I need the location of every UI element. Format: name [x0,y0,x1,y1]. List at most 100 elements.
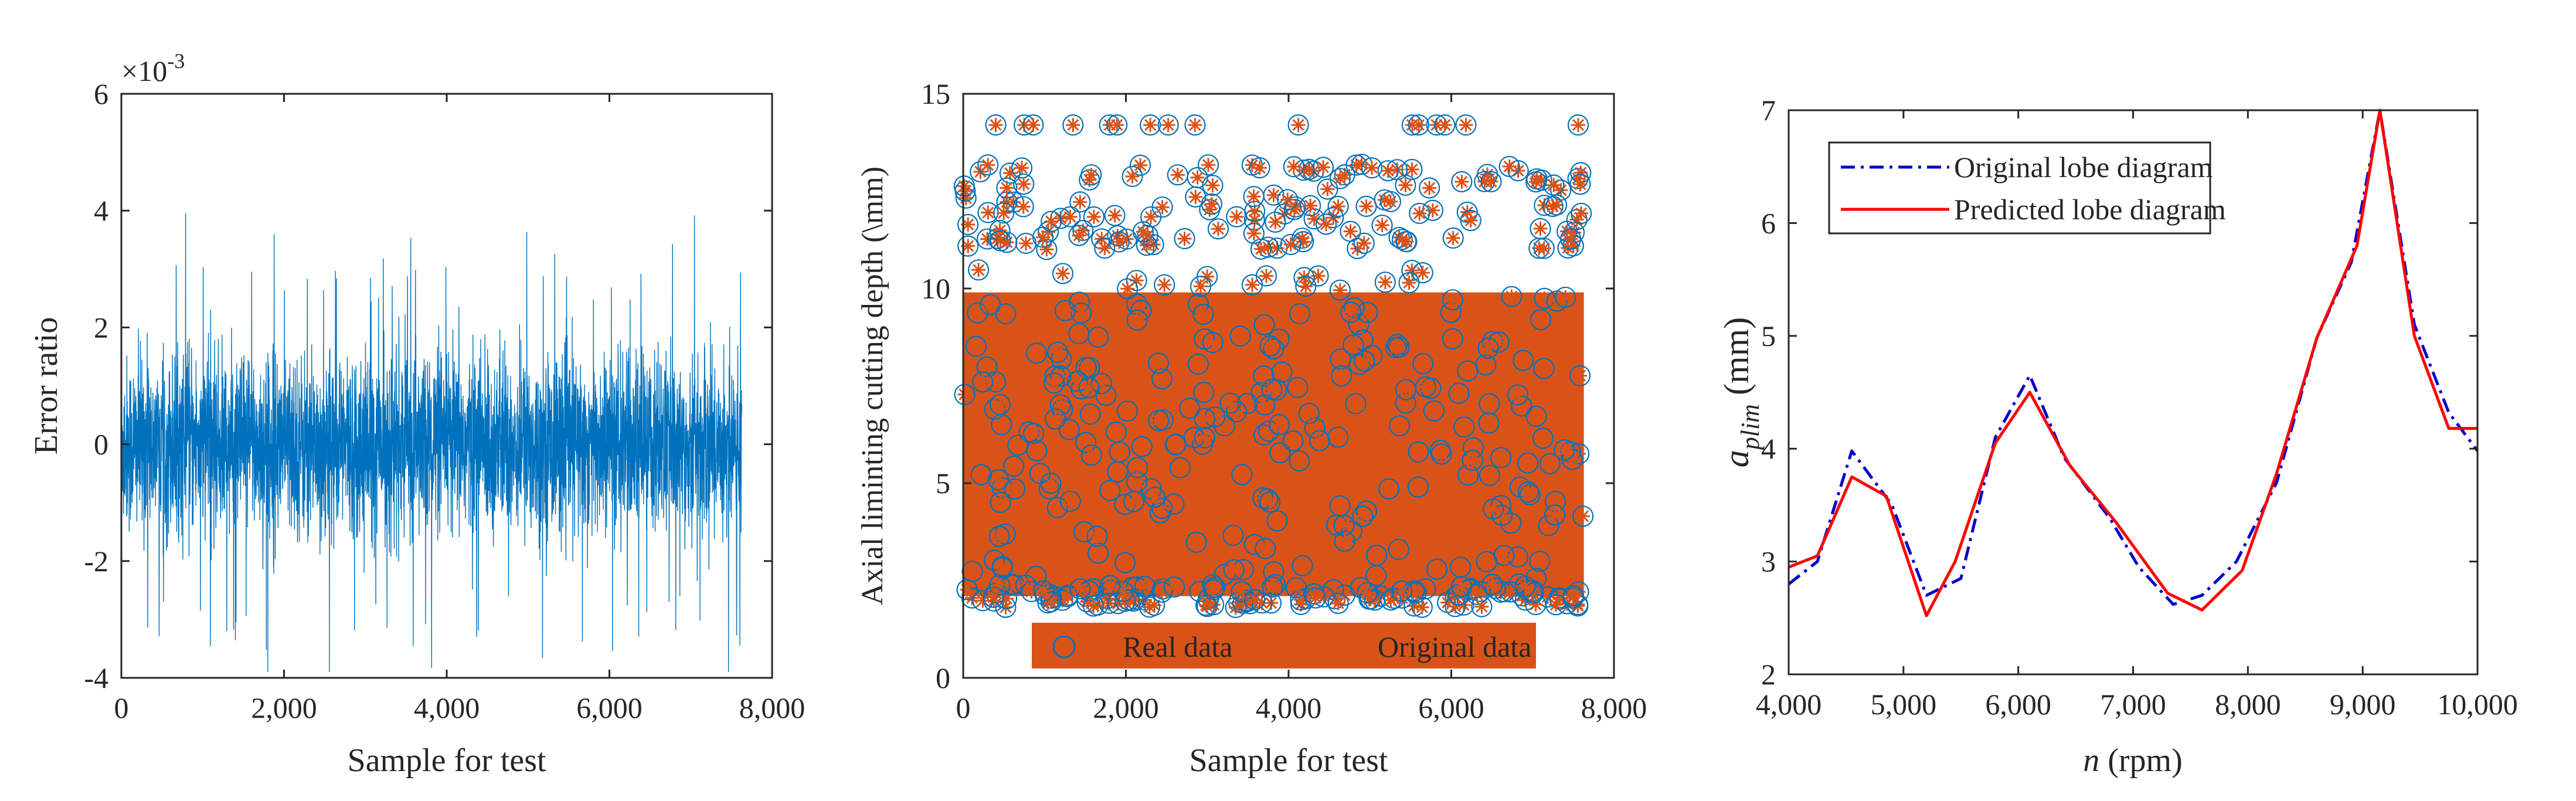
x-tick-label: 7,000 [2100,688,2166,721]
real-data-point [1395,174,1416,196]
real-data-point [1075,432,1097,453]
real-data-point [1557,237,1579,259]
original-data-point [1099,388,1113,403]
real-data-point [1157,114,1179,136]
real-data-point [1340,220,1361,242]
real-data-point [1249,157,1270,179]
real-data-point [1348,313,1369,335]
original-data-point [1510,549,1525,564]
original-data-point [1391,542,1406,556]
original-data-point [1155,371,1170,386]
x-tick-label: 4,000 [414,691,480,724]
original-data-point [1303,198,1318,213]
original-data-point [1521,485,1535,499]
real-data-point [1539,453,1561,474]
legend-box [1828,141,2211,235]
original-data-point [1537,291,1552,306]
real-data-point [1069,578,1091,600]
original-data-point [1189,535,1204,549]
real-data-point [1289,450,1310,472]
original-data-point [1130,460,1145,475]
original-data-point [1448,599,1463,614]
original-data-point [1411,444,1426,459]
original-data-point [1259,269,1274,283]
real-data-point [1088,542,1109,564]
original-data-point [1011,438,1025,453]
original-data-point [997,206,1011,220]
y-axis-label: aplim (mm) [1717,317,1765,468]
original-data-point [1066,118,1080,133]
real-data-point [1386,334,1408,355]
real-data-point [1231,464,1253,486]
original-data-point [1415,266,1430,280]
real-data-point [1129,154,1151,176]
original-data-point [1048,412,1063,426]
real-data-point [1139,596,1161,618]
original-data-point [1331,199,1345,213]
original-data-point [1344,305,1358,320]
real-data-point [1222,524,1244,547]
real-data-point [987,469,1010,491]
real-data-point [1327,195,1349,218]
real-data-point [1026,440,1048,461]
original-data-point [1039,242,1054,257]
real-data-point [1022,423,1045,444]
real-data-point [1533,358,1555,379]
original-data-point [1173,460,1187,475]
real-data-point [1127,457,1148,478]
real-data-point [1178,398,1201,419]
real-data-point [1194,408,1215,429]
real-data-point [1282,430,1304,452]
original-data-point [1142,600,1157,615]
real-data-point [1453,416,1475,438]
original-data-point [1337,518,1351,532]
real-data-point [1498,155,1520,177]
real-data-point [1323,207,1344,229]
original-data-point [1055,266,1070,281]
original-data-point [1295,558,1310,573]
original-data-point [1112,235,1126,249]
original-data-point [1002,166,1017,181]
original-data-point [1073,582,1088,596]
original-data-point [1482,396,1497,411]
original-data-point [1545,199,1560,213]
real-data-point [1378,478,1400,500]
original-data-point [1091,330,1106,344]
original-data-point [1412,118,1426,133]
original-data-point [1479,358,1493,372]
real-data-point [1122,165,1143,187]
original-data-point [1497,548,1511,563]
real-data-point [1106,114,1128,136]
tick-group: 4,000 5,000 6,000 7,000 8,000 9,000 10,000 2 3 4 5… [1756,94,2518,721]
real-data-point [1434,114,1456,136]
x-axis-label: Sample for test [347,742,546,779]
real-data-point [995,303,1017,325]
real-data-point [1530,308,1552,331]
real-data-point [1011,157,1033,179]
original-data-point [1481,341,1496,355]
real-data-point [1554,439,1575,461]
real-data-point [1022,114,1044,136]
original-data-point [1286,159,1301,174]
y-tick-label: 5 [936,467,950,500]
x-tick-label: 2,000 [251,691,317,724]
original-data-point [1381,164,1395,178]
exponent-label: ×10-3 [121,49,185,87]
real-data-point [965,335,987,357]
original-data-point [1082,583,1096,598]
real-data-point [1396,231,1418,253]
original-data-point [1549,598,1563,612]
error-series-line [121,213,743,673]
real-data-point [1331,365,1352,387]
original-data-point [957,179,971,194]
real-data-point [1315,213,1337,235]
original-data-point [1204,196,1219,211]
real-data-point [1304,417,1326,439]
original-data-point [1211,222,1225,236]
real-data-point [1412,262,1433,284]
original-data-point [1015,161,1029,175]
real-data-point [1507,546,1529,568]
original-data-point [1265,579,1280,594]
legend-asterisk-marker [1307,637,1326,656]
real-data-point [1289,303,1310,325]
